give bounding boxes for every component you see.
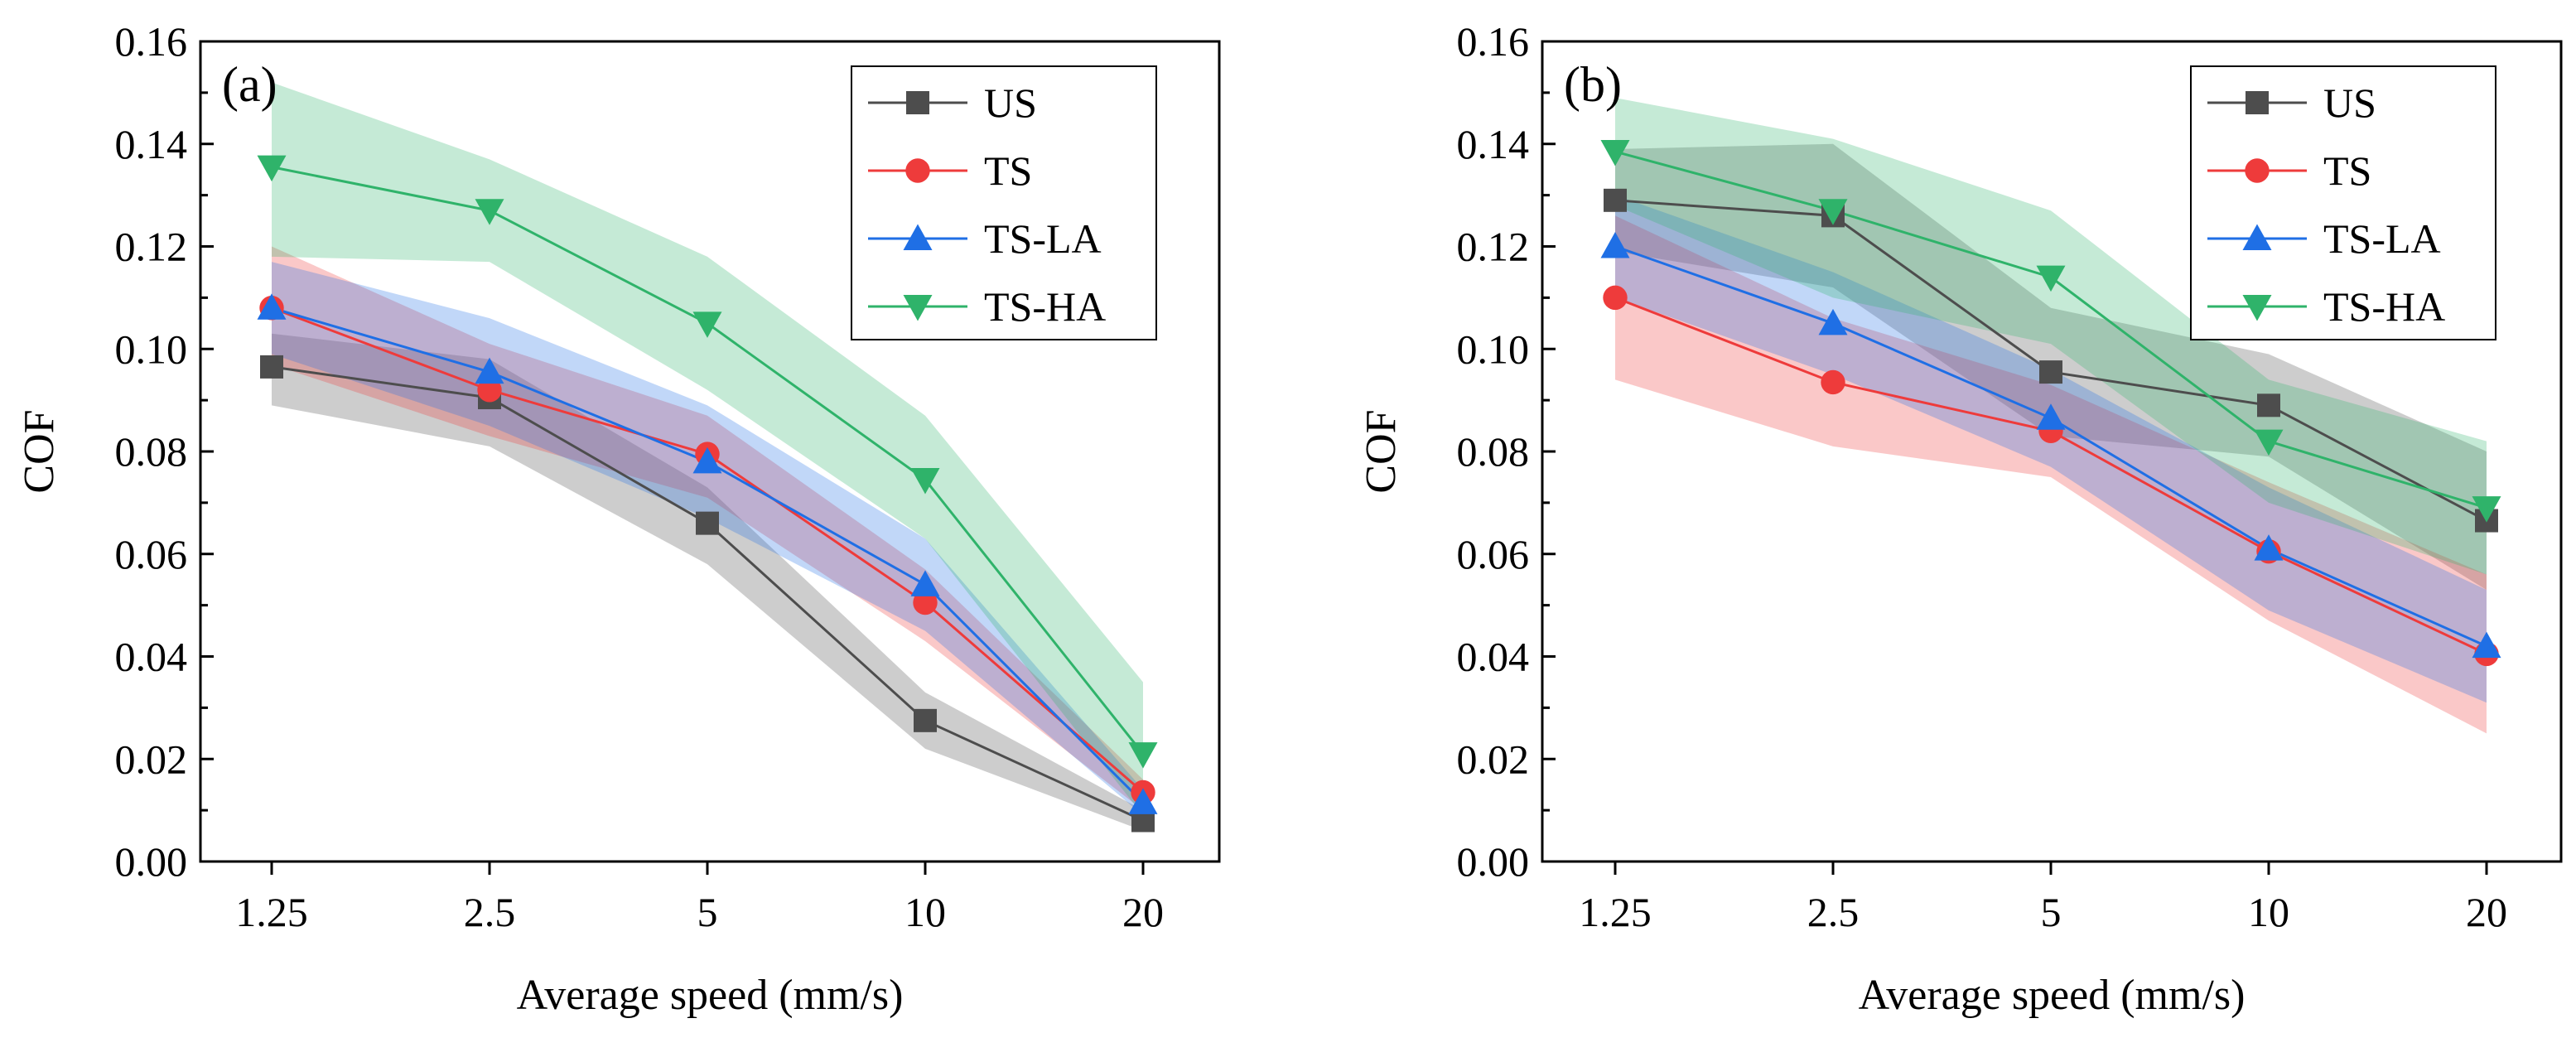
y-tick-label: 0.12 [1457,224,1530,270]
legend-label: TS [984,147,1032,194]
y-axis-title: COF [1358,409,1405,493]
confidence-band-ts [1615,215,2487,734]
data-point-us [260,355,283,379]
x-axis-title: Average speed (mm/s) [1859,972,2246,1019]
x-tick-label: 10 [2248,889,2289,935]
legend-label: US [2323,80,2376,126]
data-point-ts-ha [257,155,287,182]
data-point-ts-la [475,357,504,384]
y-tick-label: 0.14 [115,121,188,167]
x-tick-label: 2.5 [1807,889,1860,935]
legend: US TS TS-LA TS-HA [2190,65,2496,340]
data-point-us [914,708,937,732]
y-tick-label: 0.04 [1457,634,1530,680]
data-point-ts-la [2254,534,2284,561]
y-tick-label: 0.08 [115,428,188,475]
x-tick-label: 5 [2041,889,2062,935]
y-tick-label: 0.04 [115,634,188,680]
data-point-ts [913,590,938,615]
data-point-ts-ha [1818,199,1848,225]
data-point-us [2039,360,2062,384]
panel-label: (a) [222,57,277,112]
legend-label: TS-HA [2323,283,2445,330]
confidence-band-ts-ha [272,82,1143,816]
chart-panel-b: 0.00 0.02 0.04 0.06 0.08 0.10 0.12 0.14 0.16 1.25… [1358,18,2563,1019]
legend-marker-us [2246,91,2269,114]
data-point-ts-ha [2472,496,2501,523]
panel-label: (b) [1564,57,1622,112]
y-tick-label: 0.02 [1457,736,1530,782]
y-tick-label: 0.16 [115,18,188,65]
y-axis-title: COF [16,409,63,493]
data-point-ts [1821,369,1845,395]
y-tick-label: 0.00 [115,838,188,885]
x-tick-label: 1.25 [1579,889,1652,935]
data-point-us [2257,393,2280,417]
data-point-ts-la [2036,403,2066,430]
data-point-ts [477,378,502,403]
y-tick-label: 0.08 [1457,428,1530,475]
x-axis-title: Average speed (mm/s) [517,972,904,1019]
data-point-ts-ha [2254,429,2284,456]
x-tick-label: 1.25 [235,889,308,935]
data-point-ts-ha [475,199,504,225]
data-point-ts-la [2472,631,2501,659]
legend-label: TS [2323,147,2371,194]
data-point-ts-la [1600,232,1630,258]
y-tick-label: 0.10 [115,326,188,372]
legend-marker-ts-ha [903,295,933,321]
y-tick-label: 0.06 [1457,531,1530,577]
y-tick-label: 0.16 [1457,18,1530,65]
legend-marker-ts [2245,158,2270,183]
data-point-ts-la [910,570,940,596]
legend-marker-ts-la [903,224,933,250]
data-point-ts-ha [1600,140,1630,167]
x-tick-label: 5 [697,889,718,935]
legend-label: US [984,80,1037,126]
data-point-us [696,511,719,535]
data-point-ts [1603,285,1628,311]
y-tick-label: 0.06 [115,531,188,577]
legend-marker-ts-la [2242,224,2272,250]
legend-marker-us [906,91,929,114]
x-tick-label: 20 [1122,889,1164,935]
confidence-band-us [272,333,1143,831]
legend-label: TS-LA [2323,215,2441,262]
x-tick-label: 10 [904,889,946,935]
data-point-ts-la [692,446,722,474]
y-tick-label: 0.12 [115,224,188,270]
data-point-us [1604,188,1627,212]
data-point-ts-la [1818,308,1848,335]
legend: US TS TS-LA TS-HA [851,65,1157,340]
y-tick-label: 0.10 [1457,326,1530,372]
data-point-ts-ha [910,468,940,495]
legend-marker-ts [905,158,930,183]
data-point-ts-la [257,293,287,320]
data-point-ts-ha [692,311,722,338]
legend-box [851,65,1157,340]
data-point-ts-la [1128,788,1158,814]
y-tick-label: 0.14 [1457,121,1530,167]
chart-panel-a: 0.00 0.02 0.04 0.06 0.08 0.10 0.12 0.14 0.16 1.25… [16,18,1221,1019]
legend-label: TS-HA [984,283,1106,330]
data-point-ts-ha [2036,265,2066,292]
y-tick-label: 0.02 [115,736,188,782]
x-tick-label: 20 [2466,889,2507,935]
data-point-ts-ha [1128,742,1158,769]
legend-label: TS-LA [984,215,1102,262]
x-tick-label: 2.5 [464,889,516,935]
legend-marker-ts-ha [2242,295,2272,321]
y-tick-label: 0.00 [1457,838,1530,885]
legend-box [2190,65,2496,340]
